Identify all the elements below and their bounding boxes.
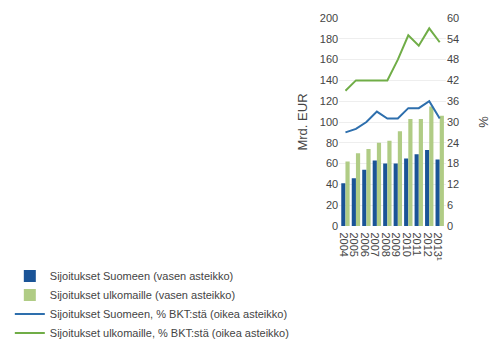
svg-text:2009: 2009 [390, 233, 402, 257]
svg-text:2008: 2008 [380, 233, 392, 257]
svg-text:2007: 2007 [369, 233, 381, 257]
svg-text:Sijoitukset Suomeen, % BKT:stä: Sijoitukset Suomeen, % BKT:stä (oikea as… [50, 308, 287, 320]
svg-text:100: 100 [320, 116, 338, 128]
svg-text:30: 30 [447, 116, 459, 128]
svg-text:12: 12 [447, 178, 459, 190]
svg-text:Mrd. EUR: Mrd. EUR [295, 93, 310, 150]
svg-text:40: 40 [326, 178, 338, 190]
svg-text:48: 48 [447, 53, 459, 65]
svg-text:18: 18 [447, 157, 459, 169]
svg-text:24: 24 [447, 137, 459, 149]
svg-text:0: 0 [332, 220, 338, 232]
svg-text:200: 200 [320, 12, 338, 24]
svg-text:0: 0 [447, 220, 453, 232]
svg-text:Sijoitukset ulkomaille (vasen: Sijoitukset ulkomaille (vasen asteikko) [50, 289, 235, 301]
svg-text:140: 140 [320, 74, 338, 86]
svg-text:2006: 2006 [359, 233, 371, 257]
svg-text:120: 120 [320, 95, 338, 107]
svg-text:2005: 2005 [348, 233, 360, 257]
svg-text:2004: 2004 [338, 233, 350, 257]
svg-text:180: 180 [320, 33, 338, 45]
svg-text:160: 160 [320, 53, 338, 65]
svg-text:60: 60 [326, 157, 338, 169]
svg-text:Sijoitukset ulkomaille, % BKT:: Sijoitukset ulkomaille, % BKT:stä (oikea… [50, 327, 289, 339]
svg-text:60: 60 [447, 12, 459, 24]
svg-text:%: % [476, 116, 491, 128]
svg-text:20: 20 [326, 199, 338, 211]
svg-text:54: 54 [447, 33, 459, 45]
svg-text:6: 6 [447, 199, 453, 211]
svg-text:Sijoitukset Suomeen (vasen ast: Sijoitukset Suomeen (vasen asteikko) [50, 270, 233, 282]
svg-text:2012: 2012 [422, 233, 434, 257]
svg-text:2010: 2010 [401, 233, 413, 257]
svg-text:2011: 2011 [411, 233, 423, 257]
svg-text:36: 36 [447, 95, 459, 107]
svg-text:42: 42 [447, 74, 459, 86]
svg-text:2013¹: 2013¹ [432, 233, 444, 261]
svg-text:80: 80 [326, 137, 338, 149]
